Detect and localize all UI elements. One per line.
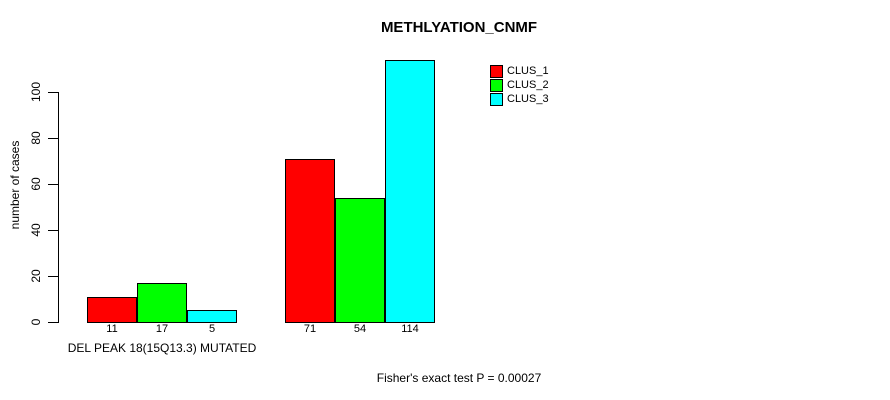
legend-label: CLUS_2 [507, 79, 549, 91]
legend-item: CLUS_3 [490, 93, 549, 106]
bar-clus_1-group1 [87, 297, 137, 323]
y-tick-label: 80 [29, 131, 43, 145]
y-tick [48, 184, 58, 185]
y-tick-label: 60 [29, 177, 43, 191]
legend-item: CLUS_2 [490, 79, 549, 92]
legend-swatch-clus_2 [490, 79, 503, 92]
y-tick-label: 40 [29, 223, 43, 237]
bar-clus_3-group2 [385, 60, 435, 323]
bar-value-label: 17 [155, 323, 169, 335]
y-tick [48, 230, 58, 231]
y-axis-label: number of cases [8, 140, 22, 230]
bar-value-label: 5 [208, 323, 216, 335]
bar-clus_2-group2 [335, 198, 385, 323]
legend-swatch-clus_1 [490, 65, 503, 78]
y-tick-label: 0 [29, 318, 43, 326]
caption: Fisher's exact test P = 0.00027 [376, 371, 542, 385]
x-axis-group-label: DEL PEAK 18(15Q13.3) MUTATED [67, 341, 257, 355]
bar-clus_2-group1 [137, 283, 187, 323]
legend: CLUS_1 CLUS_2 CLUS_3 [490, 65, 549, 107]
y-tick [48, 276, 58, 277]
chart-title: METHLYATION_CNMF [380, 19, 538, 36]
y-tick-label: 20 [29, 269, 43, 283]
bar-value-label: 114 [401, 323, 419, 335]
legend-item: CLUS_1 [490, 65, 549, 78]
bar-value-label: 11 [106, 323, 118, 335]
y-tick [48, 92, 58, 93]
bar-clus_3-group1 [187, 310, 237, 323]
bar-value-label: 71 [303, 323, 317, 335]
bar-value-label: 54 [353, 323, 367, 335]
y-tick-label: 100 [29, 81, 43, 103]
y-axis-line [58, 92, 59, 323]
y-tick [48, 138, 58, 139]
legend-label: CLUS_3 [507, 93, 549, 105]
bar-clus_1-group2 [285, 159, 335, 323]
y-tick [48, 322, 58, 323]
legend-swatch-clus_3 [490, 93, 503, 106]
legend-label: CLUS_1 [507, 65, 549, 77]
